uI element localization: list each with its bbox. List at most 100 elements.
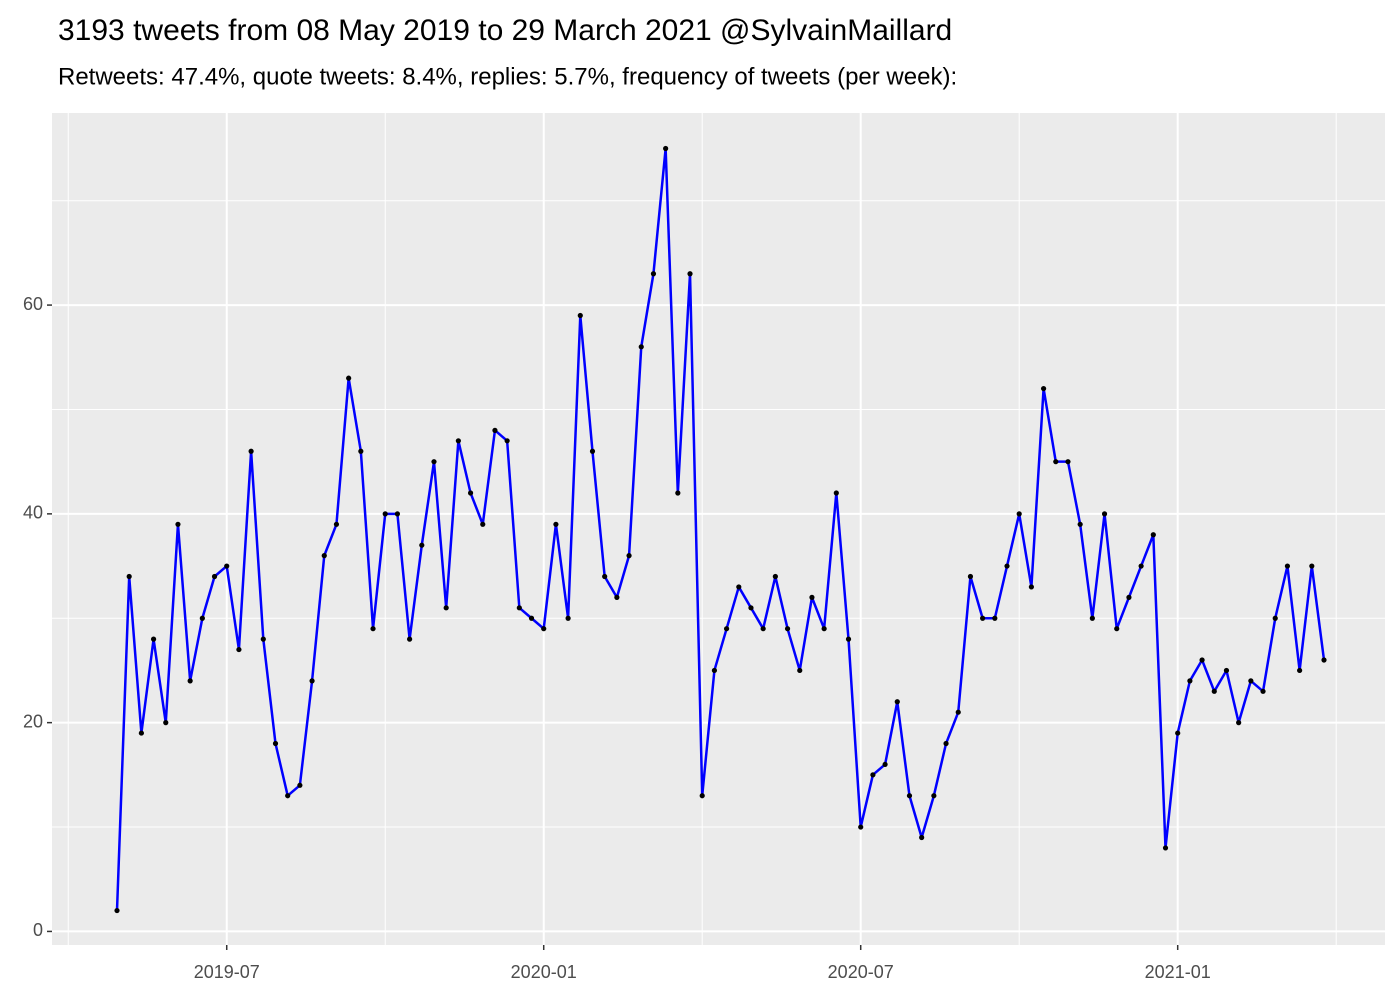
data-point <box>394 511 401 517</box>
data-point <box>711 667 718 674</box>
y-tick-label: 40 <box>23 503 43 523</box>
data-point <box>1040 385 1047 392</box>
data-point <box>1150 532 1156 538</box>
data-point <box>541 626 547 632</box>
data-point <box>638 344 644 350</box>
data-point <box>504 438 510 444</box>
data-point <box>187 678 193 684</box>
chart-title: 3193 tweets from 08 May 2019 to 29 March… <box>58 14 952 47</box>
y-tick-label: 0 <box>33 920 43 940</box>
data-point <box>833 490 839 496</box>
data-point <box>321 553 327 559</box>
data-point <box>1199 657 1205 663</box>
data-point <box>1272 615 1278 621</box>
data-point <box>1297 667 1303 674</box>
data-point <box>992 615 998 621</box>
data-point <box>1101 511 1108 517</box>
data-point <box>114 907 120 914</box>
data-point <box>882 761 888 768</box>
data-point <box>589 448 596 454</box>
plot-panel <box>52 113 1385 945</box>
y-tick-label: 20 <box>23 711 43 731</box>
data-point <box>126 573 132 580</box>
data-point <box>1260 688 1266 694</box>
data-point <box>955 709 961 715</box>
data-point <box>1223 667 1230 674</box>
data-point <box>480 521 486 527</box>
data-point <box>346 375 352 381</box>
data-point <box>211 573 218 580</box>
data-point <box>894 699 900 705</box>
data-point <box>565 615 571 621</box>
data-point <box>699 793 705 799</box>
data-point <box>906 793 913 799</box>
data-point <box>1126 594 1132 600</box>
data-point <box>516 605 522 611</box>
data-point <box>614 594 620 600</box>
data-point <box>407 636 413 642</box>
data-point <box>1016 511 1022 517</box>
data-point <box>626 553 632 559</box>
data-point <box>1236 720 1242 726</box>
x-tick-label: 2021-01 <box>1145 962 1211 982</box>
data-point <box>358 448 364 454</box>
x-tick-label: 2020-01 <box>511 962 577 982</box>
data-point <box>1089 615 1095 621</box>
data-point <box>1321 657 1327 663</box>
data-line <box>115 147 1326 911</box>
data-point <box>1028 584 1034 590</box>
data-point <box>528 615 535 621</box>
y-tick-label: 60 <box>23 294 43 314</box>
data-point <box>370 626 376 632</box>
data-point <box>784 626 791 632</box>
data-point <box>1162 845 1169 851</box>
data-point <box>687 271 693 277</box>
data-point <box>845 636 852 642</box>
data-point <box>1211 688 1217 694</box>
data-point <box>1248 678 1254 684</box>
data-point <box>138 730 144 736</box>
data-point <box>748 605 754 611</box>
data-point <box>248 448 254 454</box>
data-point <box>1284 563 1291 569</box>
data-point <box>602 573 608 580</box>
data-point <box>870 772 876 778</box>
data-point <box>236 646 242 653</box>
data-point <box>663 145 669 152</box>
data-point <box>285 793 291 799</box>
data-point <box>260 636 266 642</box>
data-point <box>980 615 986 621</box>
data-point <box>553 521 559 527</box>
data-point <box>163 720 169 726</box>
data-point <box>943 740 949 747</box>
data-point <box>1114 626 1120 632</box>
data-point <box>272 740 279 747</box>
data-point <box>297 782 303 788</box>
data-point <box>455 438 461 444</box>
data-point <box>492 427 498 433</box>
data-point <box>224 563 230 569</box>
data-point <box>333 521 340 527</box>
data-point <box>175 521 181 527</box>
data-point <box>772 573 778 580</box>
x-tick-label: 2019-07 <box>194 962 260 982</box>
data-point <box>150 636 157 642</box>
data-point <box>797 667 803 674</box>
data-point <box>675 490 681 496</box>
data-point <box>1053 459 1059 465</box>
x-tick-label: 2020-07 <box>828 962 894 982</box>
data-point <box>309 678 315 684</box>
data-point <box>1138 563 1144 569</box>
data-point <box>419 542 425 548</box>
data-point <box>382 511 388 517</box>
data-point <box>467 490 474 496</box>
data-point <box>199 615 205 621</box>
data-point <box>1175 730 1181 736</box>
data-point <box>919 834 925 841</box>
data-point <box>1077 521 1083 527</box>
data-point <box>967 573 974 580</box>
data-point <box>736 584 742 590</box>
data-point <box>1309 563 1315 569</box>
chart-subtitle: Retweets: 47.4%, quote tweets: 8.4%, rep… <box>58 63 957 90</box>
